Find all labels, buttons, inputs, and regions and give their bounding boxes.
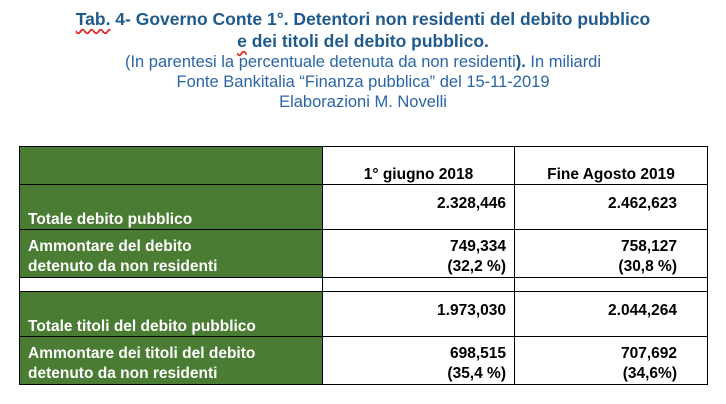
cell-amount: 749,334 bbox=[449, 238, 506, 255]
subtitle: (In parentesi la percentuale detenuta da… bbox=[0, 52, 726, 72]
cell-value: 749,334 (32,2 %) bbox=[322, 229, 515, 278]
row-label-line: detenuto da non residenti bbox=[28, 258, 218, 275]
table-header-row: 1° giugno 2018 Fine Agosto 2019 bbox=[19, 146, 708, 185]
row-label: Ammontare del debito detenuto da non resi… bbox=[19, 229, 323, 278]
spacer-row bbox=[19, 277, 708, 292]
title-line-2: e dei titoli del debito pubblico. bbox=[0, 30, 726, 52]
title-line-1: Tab. 4- Governo Conte 1°. Detentori non … bbox=[0, 8, 726, 30]
cell-value: 707,692 (34,6%) bbox=[514, 336, 708, 385]
column-header-2019: Fine Agosto 2019 bbox=[514, 146, 708, 185]
cell-value: 2.328,446 bbox=[322, 184, 515, 230]
row-label-line: Ammontare dei titoli del debito bbox=[28, 345, 256, 362]
table-row: Ammontare del debito detenuto da non resi… bbox=[19, 229, 708, 278]
row-label: Ammontare dei titoli del debito detenuto … bbox=[19, 336, 323, 385]
table-caption: Tab. 4- Governo Conte 1°. Detentori non … bbox=[0, 0, 726, 112]
author-line: Elaborazioni M. Novelli bbox=[279, 93, 447, 111]
row-label-line: Ammontare del debito bbox=[28, 238, 192, 255]
cell-amount: 698,515 bbox=[449, 345, 506, 362]
cell-percent: (35,4 %) bbox=[447, 365, 506, 382]
cell-value: 1.973,030 bbox=[322, 291, 515, 337]
row-label: Totale debito pubblico bbox=[19, 184, 323, 230]
cell-amount: 758,127 bbox=[620, 238, 677, 255]
table-row: Totale titoli del debito pubblico 1.973,… bbox=[19, 291, 708, 337]
cell-value: 2.462,623 bbox=[514, 184, 708, 230]
cell-value: 698,515 (35,4 %) bbox=[322, 336, 515, 385]
table-row: Ammontare dei titoli del debito detenuto … bbox=[19, 336, 708, 385]
spacer-cell bbox=[322, 277, 515, 292]
subtitle-close: ). bbox=[515, 53, 526, 71]
cell-value: 2.044,264 bbox=[514, 291, 708, 337]
table-row: Totale debito pubblico 2.328,446 2.462,6… bbox=[19, 184, 708, 230]
subtitle-paren: (In parentesi la percentuale detenuta da… bbox=[124, 53, 516, 71]
source-line: Fonte Bankitalia “Finanza pubblica” del … bbox=[176, 73, 550, 91]
cell-percent: (32,2 %) bbox=[447, 258, 506, 275]
debt-table: 1° giugno 2018 Fine Agosto 2019 Totale d… bbox=[19, 146, 708, 385]
cell-percent: (30,8 %) bbox=[618, 258, 677, 275]
column-header-2018: 1° giugno 2018 bbox=[322, 146, 515, 185]
spacer-cell bbox=[514, 277, 708, 292]
row-label-line: detenuto da non residenti bbox=[28, 365, 218, 382]
title-text: 4- Governo Conte 1°. Detentori non resid… bbox=[110, 9, 651, 29]
row-label: Totale titoli del debito pubblico bbox=[19, 291, 323, 337]
cell-value: 758,127 (30,8 %) bbox=[514, 229, 708, 278]
subtitle-unit: In miliardi bbox=[525, 53, 602, 71]
cell-amount: 707,692 bbox=[620, 345, 677, 362]
cell-percent: (34,6%) bbox=[622, 365, 677, 382]
title-text-2: dei titoli del debito pubblico. bbox=[246, 31, 489, 51]
header-empty-cell bbox=[19, 146, 323, 185]
spacer-cell bbox=[19, 277, 323, 292]
title-e: e bbox=[237, 31, 247, 51]
title-tab: Tab. bbox=[75, 9, 111, 29]
